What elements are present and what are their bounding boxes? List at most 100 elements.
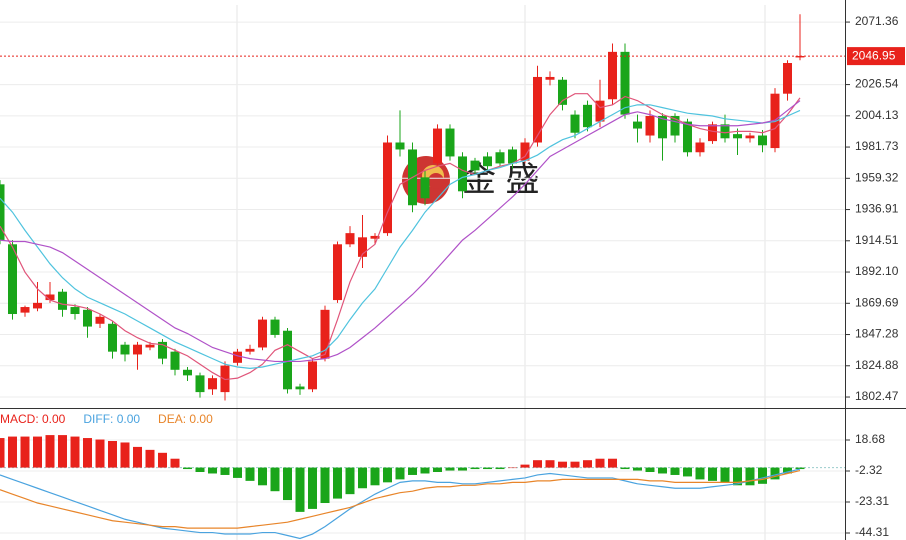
candle-body (495, 152, 505, 164)
macd-bar (595, 458, 605, 468)
candle-body (695, 142, 705, 153)
candle-body (70, 307, 80, 315)
y-tick-label: 1824.88 (855, 358, 899, 372)
candle-body (208, 378, 217, 390)
candle-body (33, 302, 42, 309)
macd-bar (133, 446, 142, 468)
macd-bar (33, 436, 42, 468)
candle-body (533, 76, 542, 143)
macd-bar (170, 458, 180, 468)
candle-body (245, 348, 255, 352)
legend-entry: MACD: 0.00 (0, 412, 66, 426)
candle-body (420, 177, 430, 199)
macd-bar (395, 467, 405, 480)
candle-body (620, 51, 630, 115)
y-tick-label: 1847.28 (855, 327, 899, 341)
macd-bar (383, 467, 392, 483)
macd-bar (670, 467, 680, 475)
macd-bar (483, 467, 492, 470)
macd-bar (433, 467, 442, 473)
y-tick-label: 2004.13 (855, 108, 899, 122)
candle-body (295, 386, 305, 390)
candle-body (383, 142, 392, 234)
candle-body (95, 316, 105, 324)
candle-body (658, 115, 667, 139)
macd-bar (195, 467, 205, 473)
macd-bar (695, 467, 705, 480)
macd-bar (183, 467, 192, 470)
macd-bar (245, 467, 255, 481)
macd-bar (445, 467, 455, 471)
macd-bar (683, 467, 692, 477)
candle-body (433, 128, 442, 164)
candle-body (520, 142, 530, 161)
candle-body (0, 184, 5, 241)
macd-bar (770, 467, 780, 480)
candle-body (145, 344, 155, 348)
macd-bar (345, 467, 355, 495)
macd-bar (633, 467, 642, 471)
macd-bar (145, 449, 155, 468)
candle-body (233, 351, 242, 363)
macd-bar (58, 435, 67, 468)
y-tick-label: 2071.36 (855, 14, 899, 28)
y-tick-label: 1802.47 (855, 389, 899, 403)
macd-bar (570, 461, 580, 468)
y-tick-label: 1869.69 (855, 295, 899, 309)
macd-bar (20, 436, 30, 468)
macd-line (0, 468, 801, 540)
candle-body (358, 237, 367, 257)
macd-bar (508, 467, 517, 469)
macd-bar (158, 452, 167, 468)
y-tick-label: -23.31 (855, 494, 889, 508)
macd-bar (295, 467, 305, 512)
candle-body (20, 307, 30, 313)
candle-body (570, 114, 580, 133)
macd-bar (108, 441, 117, 468)
y-tick-label: 1959.32 (855, 170, 899, 184)
macd-bar (458, 467, 467, 471)
candle-body (308, 361, 317, 390)
macd-bar (8, 436, 17, 468)
y-tick-label: -44.31 (855, 525, 889, 539)
candle-body (633, 121, 642, 129)
candle-body (8, 244, 17, 315)
macd-bar (320, 467, 330, 504)
macd-bar (620, 467, 630, 470)
macd-bar (545, 460, 555, 468)
macd-bar (120, 442, 130, 468)
macd-bar (220, 467, 230, 475)
macd-bar (95, 439, 105, 468)
candle-body (108, 323, 117, 352)
candle-body (283, 330, 292, 390)
candle-body (370, 235, 380, 239)
candle-body (508, 149, 517, 164)
candle-body (133, 344, 142, 355)
y-tick-label: 18.68 (855, 432, 885, 446)
candle-body (545, 76, 555, 80)
macd-bar (70, 436, 80, 468)
candle-body (770, 93, 780, 149)
macd-bar (283, 467, 292, 501)
candle-body (583, 104, 592, 128)
candle-body (195, 375, 205, 393)
macd-bar (795, 467, 805, 470)
macd-bar (583, 460, 592, 468)
candle-body (708, 124, 717, 142)
y-tick-label: 1936.91 (855, 202, 899, 216)
candle-body (270, 319, 280, 335)
y-tick-label: -2.32 (855, 463, 883, 477)
macd-line (0, 469, 801, 529)
macd-bar (495, 467, 505, 470)
candle-body (183, 369, 192, 376)
macd-bar (645, 467, 655, 473)
macd-bar (208, 467, 217, 474)
candle-body (733, 134, 742, 139)
candle-body (58, 291, 67, 310)
macd-bar (708, 467, 717, 481)
macd-bar (733, 467, 742, 486)
candle-body (745, 135, 755, 139)
candle-body (120, 344, 130, 355)
macd-bar (408, 467, 417, 475)
